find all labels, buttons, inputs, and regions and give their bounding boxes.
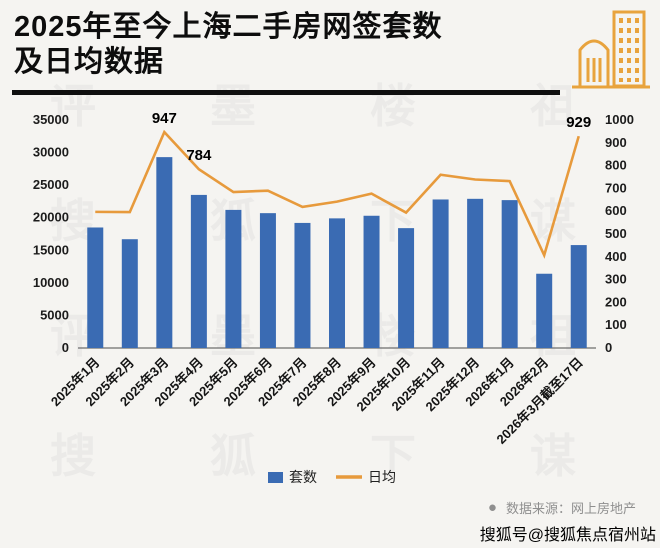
bar bbox=[467, 198, 484, 348]
dome-building-outline bbox=[578, 39, 610, 86]
y-axis-right-tick: 1000 bbox=[605, 112, 634, 127]
bar bbox=[294, 222, 311, 348]
line-data-label: 784 bbox=[186, 147, 212, 164]
data-source-label: 数据来源：网上房地产 bbox=[505, 501, 636, 516]
bar bbox=[259, 213, 276, 348]
bar bbox=[190, 194, 207, 348]
bar bbox=[329, 218, 345, 348]
y-axis-right-tick: 0 bbox=[605, 340, 612, 355]
y-axis-left-tick: 35000 bbox=[33, 112, 69, 127]
bar bbox=[536, 273, 553, 348]
y-axis-right-tick: 400 bbox=[605, 249, 627, 264]
y-axis-left-tick: 10000 bbox=[33, 275, 69, 290]
daily-average-line bbox=[95, 129, 580, 259]
bar bbox=[121, 239, 138, 348]
y-axis-left-tick: 15000 bbox=[33, 242, 69, 257]
bar bbox=[501, 200, 518, 348]
bar bbox=[570, 245, 587, 348]
bullet-dot-icon: ● bbox=[487, 499, 497, 516]
bar bbox=[225, 209, 242, 348]
y-axis-left-tick: 5000 bbox=[40, 307, 69, 322]
y-axis-right-tick: 300 bbox=[605, 272, 627, 287]
legend-swatch-bars bbox=[268, 472, 283, 483]
sohu-account-label: 搜狐号@搜狐焦点宿州站 bbox=[479, 527, 656, 544]
y-axis-right-tick: 200 bbox=[605, 294, 627, 309]
bar bbox=[363, 215, 380, 348]
y-axis-right-tick: 500 bbox=[605, 226, 627, 241]
line-data-label: 929 bbox=[566, 114, 591, 131]
y-axis-left-tick: 0 bbox=[62, 340, 69, 355]
title-line-2: 及日均数据 bbox=[14, 45, 165, 78]
y-axis-left-tick: 25000 bbox=[33, 177, 69, 192]
title-line-1: 2025年至今上海二手房网签套数 bbox=[14, 11, 443, 43]
page-title: 2025年至今上海二手房网签套数 及日均数据 bbox=[14, 8, 646, 80]
y-axis-right-tick: 600 bbox=[605, 203, 627, 218]
bar bbox=[156, 157, 173, 348]
bar bbox=[87, 227, 104, 348]
bar bbox=[398, 228, 415, 348]
bar bbox=[432, 199, 449, 348]
header: 2025年至今上海二手房网签套数 及日均数据 bbox=[0, 0, 660, 104]
y-axis-right-tick: 100 bbox=[605, 317, 627, 332]
y-axis-right-tick: 800 bbox=[605, 158, 627, 173]
y-axis-left-tick: 30000 bbox=[33, 145, 69, 160]
source-row: ● 数据来源：网上房地产 bbox=[488, 498, 636, 517]
y-axis-right-tick: 900 bbox=[605, 135, 627, 150]
line-data-label: 947 bbox=[152, 110, 177, 127]
building-icon bbox=[572, 10, 650, 89]
combo-chart: 0 5000 10000 15000 20000 25000 30000 35000 0 100 2… bbox=[33, 110, 634, 485]
legend-label-bars: 套数 bbox=[289, 469, 317, 485]
y-axis-left-tick: 20000 bbox=[33, 210, 69, 225]
legend-label-line: 日均 bbox=[368, 469, 396, 485]
title-underline bbox=[12, 90, 560, 95]
y-axis-right-tick: 700 bbox=[605, 180, 627, 195]
